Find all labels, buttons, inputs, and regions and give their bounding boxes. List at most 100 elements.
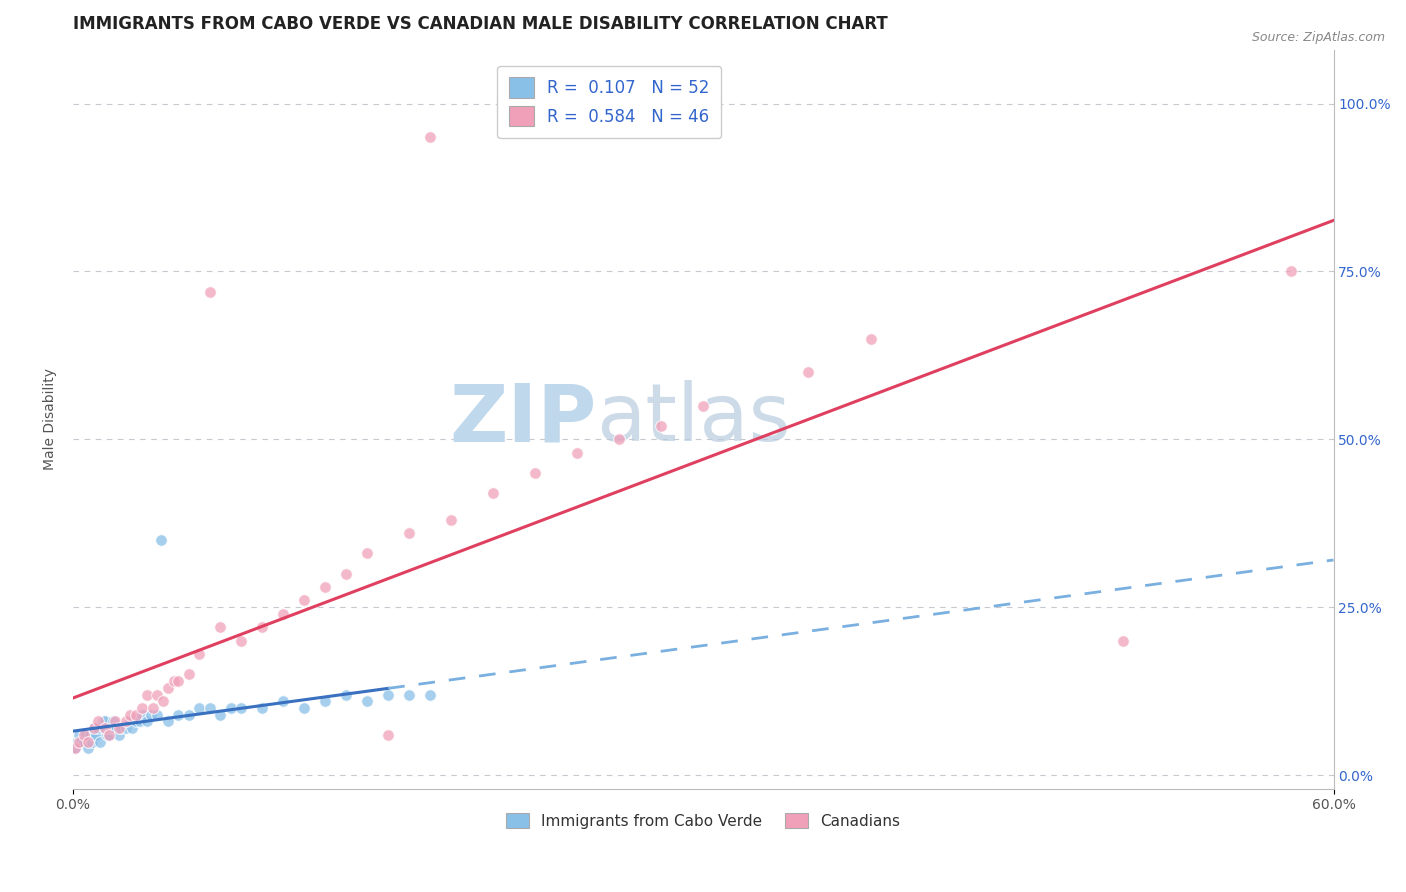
Point	[398, 526, 420, 541]
Point	[163, 674, 186, 689]
Point	[89, 734, 111, 748]
Point	[125, 707, 148, 722]
Point	[110, 721, 132, 735]
Point	[121, 721, 143, 735]
Point	[292, 701, 315, 715]
Text: Source: ZipAtlas.com: Source: ZipAtlas.com	[1251, 31, 1385, 45]
Point	[314, 694, 336, 708]
Point	[70, 734, 93, 748]
Point	[335, 566, 357, 581]
Point	[177, 667, 200, 681]
Point	[135, 714, 157, 729]
Point	[377, 728, 399, 742]
Point	[83, 728, 105, 742]
Point	[87, 721, 110, 735]
Point	[607, 433, 630, 447]
Point	[125, 714, 148, 729]
Point	[146, 707, 169, 722]
Point	[67, 728, 90, 742]
Point	[83, 721, 105, 735]
Point	[76, 734, 98, 748]
Point	[114, 721, 136, 735]
Point	[188, 701, 211, 715]
Point	[108, 728, 131, 742]
Point	[797, 365, 820, 379]
Point	[356, 694, 378, 708]
Point	[63, 741, 86, 756]
Point	[100, 721, 122, 735]
Point	[131, 707, 153, 722]
Point	[93, 721, 115, 735]
Point	[231, 701, 253, 715]
Point	[118, 707, 141, 722]
Text: atlas: atlas	[596, 380, 790, 458]
Point	[692, 399, 714, 413]
Point	[104, 714, 127, 729]
Text: IMMIGRANTS FROM CABO VERDE VS CANADIAN MALE DISABILITY CORRELATION CHART: IMMIGRANTS FROM CABO VERDE VS CANADIAN M…	[73, 15, 887, 33]
Point	[440, 513, 463, 527]
Point	[567, 446, 589, 460]
Point	[108, 721, 131, 735]
Point	[524, 466, 547, 480]
Point	[219, 701, 242, 715]
Point	[93, 714, 115, 729]
Point	[101, 714, 124, 729]
Text: ZIP: ZIP	[449, 380, 596, 458]
Point	[419, 130, 441, 145]
Point	[96, 728, 118, 742]
Point	[104, 721, 127, 735]
Point	[75, 728, 97, 742]
Y-axis label: Male Disability: Male Disability	[44, 368, 58, 470]
Point	[250, 701, 273, 715]
Point	[146, 688, 169, 702]
Point	[198, 285, 221, 299]
Point	[156, 714, 179, 729]
Point	[63, 741, 86, 756]
Point	[167, 707, 190, 722]
Point	[76, 741, 98, 756]
Point	[1281, 264, 1303, 278]
Point	[83, 721, 105, 735]
Point	[93, 721, 115, 735]
Point	[398, 688, 420, 702]
Legend: Immigrants from Cabo Verde, Canadians: Immigrants from Cabo Verde, Canadians	[499, 805, 908, 837]
Point	[131, 701, 153, 715]
Point	[177, 707, 200, 722]
Point	[209, 620, 232, 634]
Point	[1112, 633, 1135, 648]
Point	[482, 486, 505, 500]
Point	[167, 674, 190, 689]
Point	[271, 607, 294, 621]
Point	[292, 593, 315, 607]
Point	[72, 728, 94, 742]
Point	[66, 734, 89, 748]
Point	[97, 728, 120, 742]
Point	[142, 701, 165, 715]
Point	[377, 688, 399, 702]
Point	[135, 688, 157, 702]
Point	[129, 714, 152, 729]
Point	[314, 580, 336, 594]
Point	[860, 332, 883, 346]
Point	[335, 688, 357, 702]
Point	[80, 734, 103, 748]
Point	[152, 694, 174, 708]
Point	[250, 620, 273, 634]
Point	[97, 728, 120, 742]
Point	[419, 688, 441, 702]
Point	[118, 714, 141, 729]
Point	[139, 707, 162, 722]
Point	[156, 681, 179, 695]
Point	[271, 694, 294, 708]
Point	[356, 547, 378, 561]
Point	[84, 728, 107, 742]
Point	[150, 533, 173, 547]
Point	[91, 714, 114, 729]
Point	[114, 714, 136, 729]
Point	[231, 633, 253, 648]
Point	[79, 728, 101, 742]
Point	[188, 647, 211, 661]
Point	[198, 701, 221, 715]
Point	[87, 714, 110, 729]
Point	[209, 707, 232, 722]
